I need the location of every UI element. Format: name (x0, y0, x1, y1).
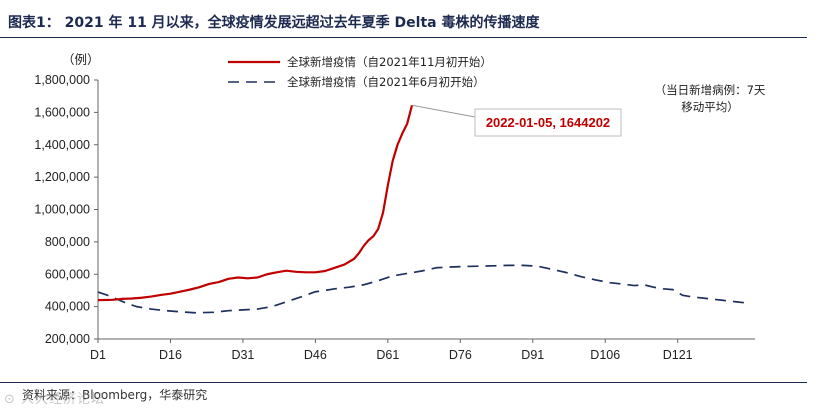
watermark: ⊙ 人大经济论坛 (4, 392, 106, 407)
x-tick-label: D121 (663, 348, 693, 362)
x-tick-label: D46 (304, 348, 327, 362)
moving-average-note-line-2: 移动平均） (681, 100, 739, 114)
y-tick-label: 600,000 (45, 267, 90, 281)
series-line-jun (97, 264, 751, 314)
legend-label-jun: 全球新增疫情（自2021年6月初开始） (287, 75, 485, 89)
chart-title: 图表1： 2021 年 11 月以来，全球疫情发展远超过去年夏季 Delta 毒… (8, 15, 540, 31)
moving-average-note: （当日新增病例：7天 移动平均） (655, 83, 766, 114)
callout-label: 2022-01-05, 1644202 (486, 115, 610, 130)
legend-label-nov: 全球新增疫情（自2021年11月初开始） (287, 55, 492, 69)
x-tick-label: D61 (376, 348, 399, 362)
y-tick-label: 1,200,000 (34, 170, 90, 184)
source-note: 资料来源：Bloomberg，华泰研究 (22, 388, 208, 402)
x-tick-label: D16 (159, 348, 182, 362)
x-tick-label: D31 (231, 348, 254, 362)
y-tick-label: 1,600,000 (34, 105, 90, 119)
x-tick-label: D91 (521, 348, 544, 362)
y-tick-label: 200,000 (45, 332, 90, 346)
y-tick-label: 800,000 (45, 235, 90, 249)
callout-box (474, 108, 622, 137)
moving-average-note-line-1: （当日新增病例：7天 (655, 83, 766, 97)
y-tick-label: 1,400,000 (34, 138, 90, 152)
title-divider (0, 37, 807, 38)
series-line-nov (97, 104, 414, 302)
x-tick-label: D1 (90, 348, 106, 362)
callout-leader-line (411, 104, 476, 118)
chart-legend: 全球新增疫情（自2021年11月初开始） 全球新增疫情（自2021年6月初开始） (228, 55, 492, 89)
y-tick-label: 1,000,000 (34, 203, 90, 217)
x-tick-label: D106 (590, 348, 620, 362)
line-chart: （例） 全球新增疫情（自2021年11月初开始） 全球新增疫情（自2021年6月… (34, 53, 766, 362)
footer-divider (0, 382, 807, 383)
x-tick-label: D76 (449, 348, 472, 362)
y-tick-label: 1,800,000 (34, 73, 90, 87)
y-axis-unit-label: （例） (62, 53, 100, 67)
y-tick-label: 400,000 (45, 300, 90, 314)
